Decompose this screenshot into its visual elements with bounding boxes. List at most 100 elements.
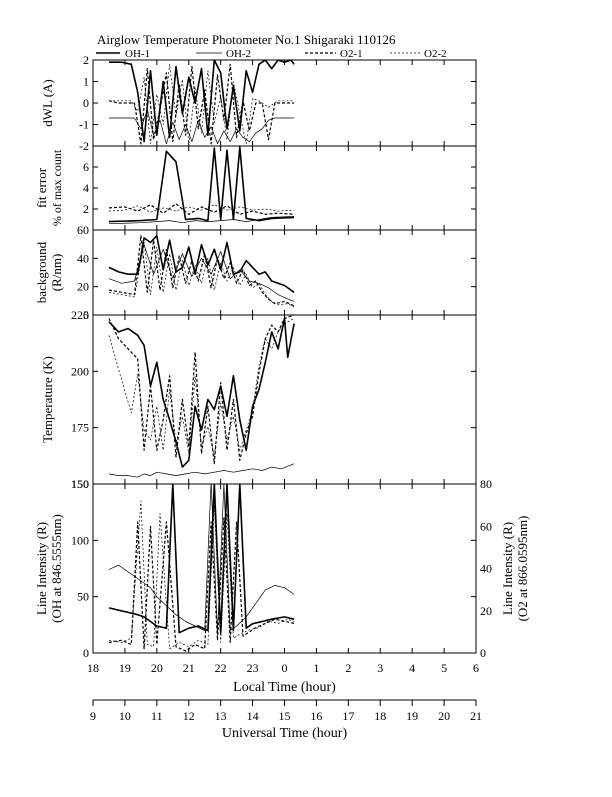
y-tick-label: 1 <box>83 75 89 89</box>
x-universal-tick-label: 18 <box>374 709 386 723</box>
panel-series <box>108 234 295 308</box>
y-tick-label: 20 <box>77 280 89 294</box>
x-local-tick-label: 6 <box>473 661 479 675</box>
series-line-oh-1 <box>108 146 295 223</box>
y-tick-label: 100 <box>71 533 89 547</box>
y-tick-label: 6 <box>83 160 89 174</box>
y-right-tick-label: 80 <box>480 477 492 491</box>
x-local-tick-label: 4 <box>409 661 415 675</box>
series-line-oh-1 <box>108 317 295 468</box>
y-right-tick-label: 20 <box>480 604 492 618</box>
x-universal-tick-label: 10 <box>119 709 131 723</box>
y-axis-label: (R/nm) <box>49 254 64 292</box>
y-tick-label: 0 <box>83 646 89 660</box>
panel-frame <box>92 483 477 654</box>
x-local-tick-label: 22 <box>215 661 227 675</box>
y-tick-label: 0 <box>83 96 89 110</box>
x-universal-tick-label: 21 <box>470 709 482 723</box>
y-tick-label: 60 <box>77 223 89 237</box>
panel-series <box>108 60 295 145</box>
y-tick-label: 0 <box>83 308 89 322</box>
panel-series <box>108 146 295 225</box>
y-tick-label: 150 <box>71 477 89 491</box>
series-line-oh-2 <box>108 215 295 225</box>
y-right-axis-label: (O2 at 866.0595nm) <box>515 516 530 622</box>
x-local-tick-label: 5 <box>441 661 447 675</box>
panel <box>108 315 295 478</box>
series-line-oh-1 <box>108 234 295 293</box>
y-tick-label: 200 <box>71 364 89 378</box>
series-line-o2-2 <box>108 500 295 650</box>
y-tick-label: 50 <box>77 590 89 604</box>
y-axis-label: Line Intensity (R) <box>34 522 49 615</box>
x-local-axis-label: Local Time (hour) <box>233 680 336 695</box>
x-universal-tick-label: 12 <box>183 709 195 723</box>
series-line-oh-2 <box>108 244 295 302</box>
series-line-o2-1 <box>108 315 295 465</box>
x-universal-tick-label: 20 <box>438 709 450 723</box>
y-right-axis-label: Line Intensity (R) <box>500 522 515 615</box>
x-universal-axis-label: Universal Time (hour) <box>222 726 348 741</box>
x-local-tick-label: 2 <box>345 661 351 675</box>
y-axis-label: % of max count <box>50 149 64 226</box>
y-tick-label: 2 <box>83 53 89 67</box>
legend-label: O2-1 <box>340 48 363 60</box>
series-line-oh-2 <box>109 109 295 145</box>
series-line-o2-2 <box>108 204 295 213</box>
panel <box>108 60 295 145</box>
series-line-o2-1 <box>108 203 295 215</box>
y-axis-label: Temperature (K) <box>40 356 55 443</box>
x-universal-tick-label: 9 <box>90 709 96 723</box>
x-local-tick-label: 0 <box>282 661 288 675</box>
legend-label: OH-1 <box>125 48 150 60</box>
series-line-o2-1 <box>108 235 295 307</box>
y-tick-label: 150 <box>71 477 89 491</box>
series-line-oh-1 <box>109 60 295 143</box>
y-right-tick-label: 40 <box>480 562 492 576</box>
x-local-tick-label: 3 <box>377 661 383 675</box>
x-universal-tick-label: 17 <box>342 709 354 723</box>
y-tick-label: 225 <box>71 308 89 322</box>
series-line-o2-2 <box>108 318 295 458</box>
x-universal-tick-label: 13 <box>215 709 227 723</box>
y-tick-label: -2 <box>79 139 89 153</box>
x-universal-tick-label: 15 <box>279 709 291 723</box>
y-axis-label: dWL (A) <box>40 79 55 127</box>
series-line-o2-1 <box>108 63 295 145</box>
legend-entry: O2-2 <box>390 48 447 60</box>
y-axis-label: background <box>34 241 49 303</box>
x-local-tick-label: 19 <box>119 661 131 675</box>
panel <box>108 146 295 225</box>
x-universal-tick-label: 16 <box>310 709 322 723</box>
x-local-tick-label: 18 <box>87 661 99 675</box>
series-line-o2-1 <box>108 517 295 652</box>
x-universal-tick-label: 14 <box>247 709 259 723</box>
y-tick-label: 40 <box>77 251 89 265</box>
panel-series <box>108 315 295 478</box>
panel <box>108 234 295 308</box>
y-tick-label: 175 <box>71 421 89 435</box>
legend-label: O2-2 <box>424 48 447 60</box>
x-local-tick-label: 21 <box>183 661 195 675</box>
y-axis-label: fit error <box>34 167 49 208</box>
x-universal-tick-label: 19 <box>406 709 418 723</box>
panel-series <box>108 484 295 652</box>
y-axis-label: (OH at 846.5555nm) <box>49 514 64 623</box>
y-tick-label: 4 <box>83 181 89 195</box>
y-tick-label: 2 <box>83 202 89 216</box>
series-line-oh-1 <box>108 484 295 634</box>
legend-entry: OH-2 <box>196 48 251 60</box>
series-line-oh-2 <box>108 463 295 478</box>
series-line-o2-2 <box>109 63 295 145</box>
legend-entry: OH-1 <box>96 48 150 60</box>
panel <box>108 484 295 652</box>
series-line-oh-2 <box>108 484 295 634</box>
chart-title: Airglow Temperature Photometer No.1 Shig… <box>97 32 396 47</box>
series-line-o2-2 <box>108 242 295 308</box>
x-local-tick-label: 1 <box>313 661 319 675</box>
x-local-tick-label: 23 <box>247 661 259 675</box>
y-right-tick-label: 60 <box>480 519 492 533</box>
legend-entry: O2-1 <box>305 48 363 60</box>
